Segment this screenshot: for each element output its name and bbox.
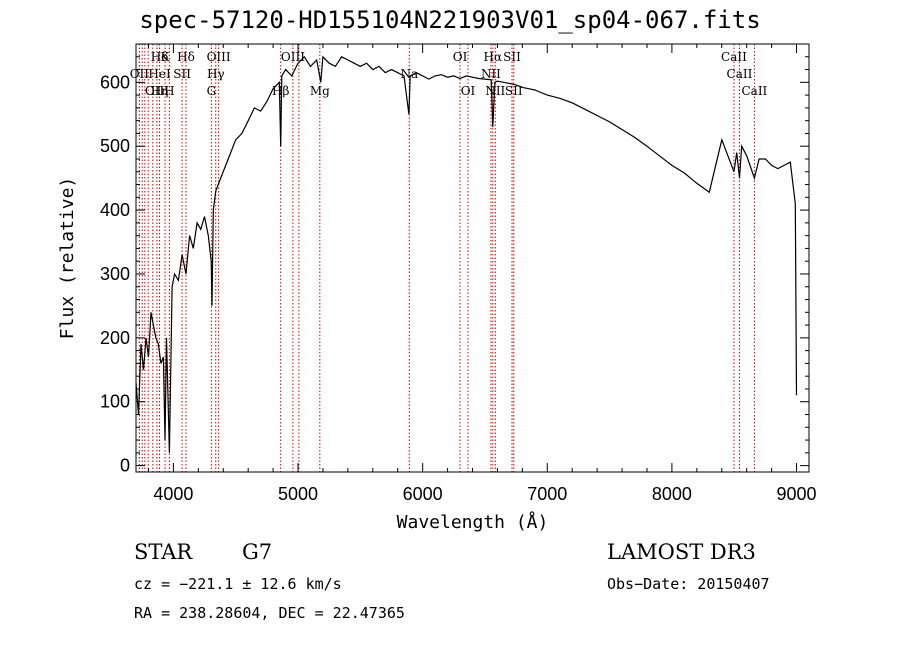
x-tick-label: 5000 xyxy=(278,484,318,504)
redshift-velocity: cz = −221.1 ± 12.6 km/s xyxy=(134,575,342,593)
x-tick-label: 6000 xyxy=(403,484,443,504)
chart-title: spec-57120-HD155104N221903V01_sp04-067.f… xyxy=(139,6,761,34)
spectral-line-label: Mg xyxy=(310,84,330,98)
object-class: STAR xyxy=(134,540,193,564)
spectral-line-label: SII xyxy=(503,50,521,64)
spectral-line-label: OI xyxy=(461,84,476,98)
spectral-line-label: SII xyxy=(505,84,523,98)
spectral-line-label: OIII xyxy=(145,84,169,98)
spectral-line-label: OII xyxy=(130,67,150,81)
spectral-line-label: Na xyxy=(400,67,418,81)
y-tick-label: 200 xyxy=(100,328,130,348)
x-tick-label: 8000 xyxy=(652,484,692,504)
observation-date: Obs−Date: 20150407 xyxy=(607,575,770,593)
x-axis: 4000 5000 6000 7000 8000 9000 xyxy=(147,44,817,504)
spectral-line-label: Hβ xyxy=(272,84,289,98)
y-tick-label: 400 xyxy=(100,200,130,220)
y-axis: 0 100 200 300 400 500 600 xyxy=(100,56,809,476)
x-axis-label: Wavelength (Å) xyxy=(397,511,549,533)
spectral-line-label: SII xyxy=(173,67,191,81)
coordinates: RA = 238.28604, DEC = 22.47365 xyxy=(134,604,405,622)
y-tick-label: 300 xyxy=(100,264,130,284)
x-tick-label: 9000 xyxy=(777,484,817,504)
spectral-line-label: OIII xyxy=(281,50,305,64)
plot-frame xyxy=(135,43,810,473)
spectral-line-label: HeI xyxy=(148,67,171,81)
x-tick-label: 7000 xyxy=(527,484,567,504)
spectral-line-label: OI xyxy=(453,50,468,64)
spectral-line-label: Hη xyxy=(151,84,169,98)
spectral-line-label: H xyxy=(164,84,174,98)
spectral-line-label: OIII xyxy=(207,50,231,64)
spectral-line-label: CaII xyxy=(727,67,753,81)
spectral-line-label: K xyxy=(161,50,171,64)
spectral-line-label: G xyxy=(207,84,217,98)
spectral-line-label: NII xyxy=(485,84,505,98)
spectral-line-label: NII xyxy=(481,67,501,81)
y-axis-label: Flux (relative) xyxy=(57,177,78,340)
spectral-line-label: Hα xyxy=(484,50,503,64)
spectral-line-markers xyxy=(138,44,755,472)
spectral-line-label: CaII xyxy=(721,50,747,64)
spectral-line-label: Hγ xyxy=(207,67,225,81)
y-tick-label: 600 xyxy=(100,72,130,92)
spectral-line-label: Hδ xyxy=(151,50,169,64)
spectral-line-label: Hδ xyxy=(177,50,195,64)
x-tick-label: 4000 xyxy=(153,484,193,504)
y-tick-label: 100 xyxy=(100,392,130,412)
spectral-line-label: CaII xyxy=(741,84,767,98)
y-tick-label: 500 xyxy=(100,136,130,156)
object-subclass: G7 xyxy=(242,540,273,564)
y-tick-label: 0 xyxy=(120,456,130,476)
spectrum-line xyxy=(135,55,798,453)
survey-name: LAMOST DR3 xyxy=(607,540,756,564)
